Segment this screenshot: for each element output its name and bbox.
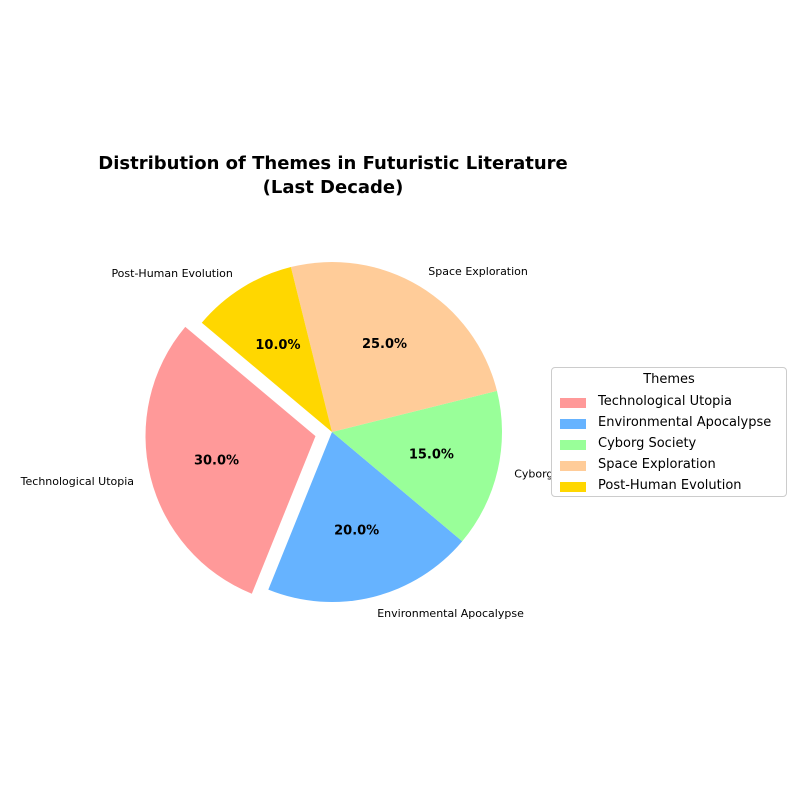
pie-category-label-post-human-evolution: Post-Human Evolution	[111, 267, 232, 280]
chart-title: Distribution of Themes in Futuristic Lit…	[98, 152, 567, 200]
pie-slice-space-exploration	[290, 262, 497, 432]
pie-slice-cyborg-society	[332, 390, 502, 542]
legend-swatch	[560, 461, 586, 471]
legend-label: Cyborg Society	[598, 436, 697, 451]
pie-percent-label-cyborg-society: 15.0%	[409, 447, 454, 462]
legend-label: Space Exploration	[598, 457, 716, 472]
legend-label: Post-Human Evolution	[598, 478, 742, 493]
pie-category-label-environmental-apocalypse: Environmental Apocalypse	[377, 607, 524, 620]
pie-category-label-space-exploration: Space Exploration	[428, 265, 528, 278]
legend-swatch	[560, 482, 586, 492]
legend-label: Environmental Apocalypse	[598, 415, 772, 430]
pie-percent-label-post-human-evolution: 10.0%	[255, 338, 300, 353]
pie-percent-label-technological-utopia: 30.0%	[194, 453, 239, 468]
legend-swatch	[560, 398, 586, 408]
chart-title-line-2: (Last Decade)	[262, 177, 404, 198]
legend-swatch	[560, 419, 586, 429]
pie-slice-environmental-apocalypse	[268, 432, 463, 603]
chart-title-line-1: Distribution of Themes in Futuristic Lit…	[98, 153, 568, 174]
pie-percent-label-environmental-apocalypse: 20.0%	[334, 523, 379, 538]
legend: Themes Technological Utopia Environmenta…	[551, 367, 787, 497]
legend-label: Technological Utopia	[598, 394, 732, 409]
pie-slice-technological-utopia	[145, 326, 316, 594]
pie-category-label-technological-utopia: Technological Utopia	[20, 475, 134, 488]
pie-percent-label-space-exploration: 25.0%	[362, 337, 407, 352]
legend-title: Themes	[643, 372, 695, 387]
pie-slice-post-human-evolution	[201, 267, 332, 432]
legend-swatch	[560, 440, 586, 450]
